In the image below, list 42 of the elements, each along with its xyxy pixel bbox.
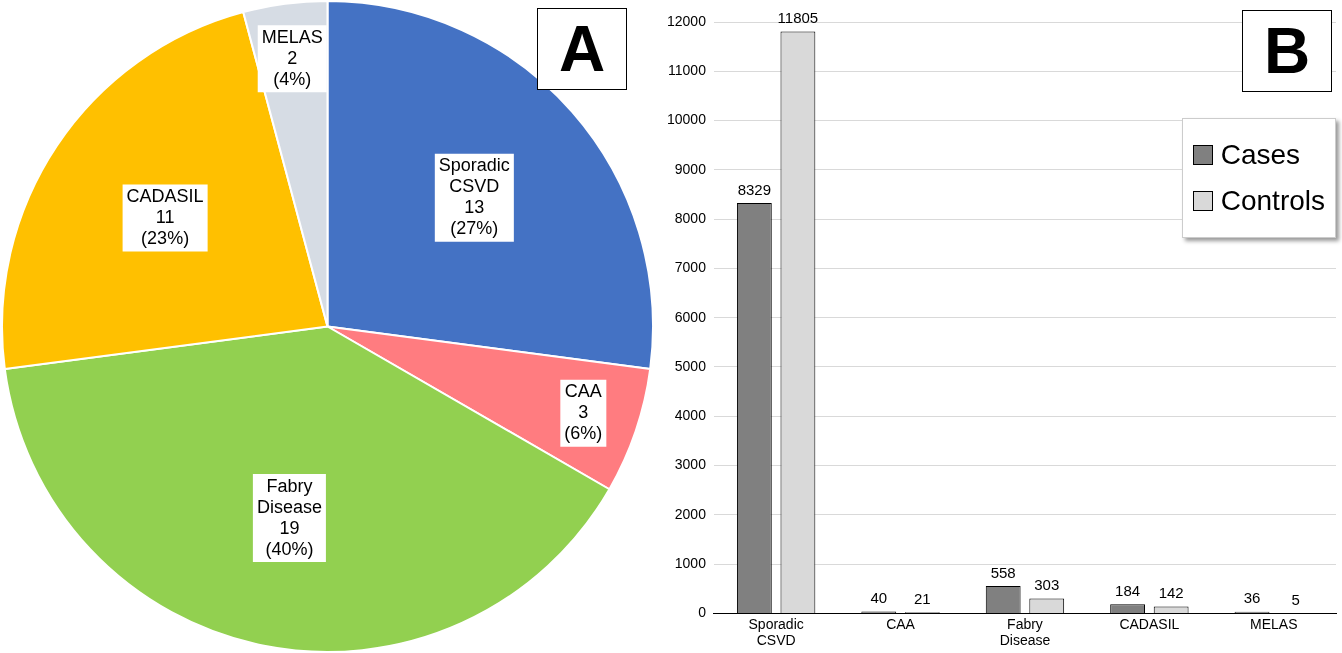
data-label: 36 <box>1243 589 1261 607</box>
y-tick-label: 1000 <box>674 554 707 571</box>
x-tick-label: Sporadic CSVD <box>748 615 804 649</box>
data-label: 11 (23%) <box>141 206 190 248</box>
data-label: 11805 <box>777 9 819 27</box>
data-label: 558 <box>990 563 1016 581</box>
data-label: 3 (6%) <box>564 402 603 444</box>
y-tick-label: 10000 <box>666 111 707 128</box>
data-label: 303 <box>1034 576 1060 594</box>
slice-label: CAA <box>564 381 602 402</box>
data-label: 5 <box>1291 590 1300 608</box>
legend-label: Controls <box>1220 185 1325 217</box>
data-label: 2 (4%) <box>273 47 312 89</box>
slice-label: MELAS <box>261 26 323 47</box>
y-tick-label: 3000 <box>674 456 707 473</box>
y-tick-label: 2000 <box>674 505 707 522</box>
x-tick-label: CADASIL <box>1119 615 1180 632</box>
x-tick-label: MELAS <box>1250 615 1298 632</box>
slice-label: CADASIL <box>126 185 204 206</box>
x-tick-label: Fabry Disease <box>999 615 1051 649</box>
y-tick-label: 11000 <box>668 62 707 79</box>
y-tick-label: 8000 <box>674 209 707 226</box>
y-tick-label: 0 <box>698 604 707 621</box>
slice-label: Sporadic CSVD <box>438 155 510 197</box>
data-label: 19 (40%) <box>265 517 314 559</box>
y-tick-label: 4000 <box>674 407 707 424</box>
y-tick-label: 6000 <box>674 308 707 325</box>
data-label: 184 <box>1115 581 1141 599</box>
data-label: 8329 <box>737 180 772 198</box>
data-label: 142 <box>1158 584 1184 602</box>
y-tick-label: 5000 <box>674 357 707 374</box>
y-tick-label: 7000 <box>674 259 707 276</box>
slice-label: Fabry Disease <box>256 475 322 517</box>
chart-title: A <box>537 8 627 90</box>
y-tick-label: 12000 <box>666 12 707 29</box>
data-label: 13 (27%) <box>450 197 499 239</box>
data-label: 40 <box>870 589 888 607</box>
x-tick-label: CAA <box>886 615 916 632</box>
y-tick-label: 9000 <box>674 160 707 177</box>
legend-label: Cases <box>1220 139 1301 171</box>
chart-title: B <box>1242 10 1332 92</box>
data-label: 21 <box>913 590 931 608</box>
